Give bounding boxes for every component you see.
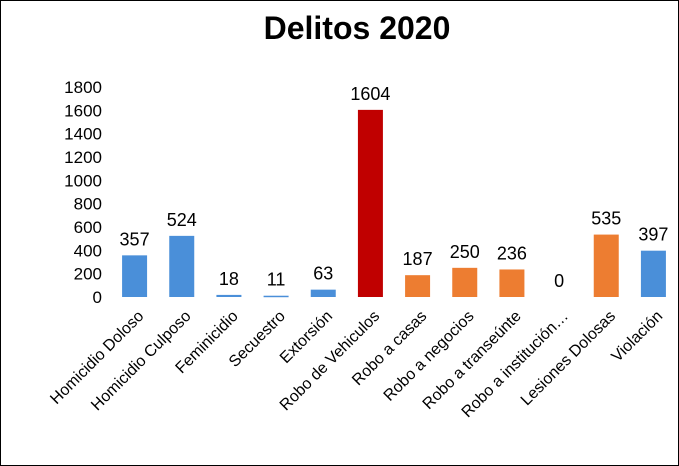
y-tick-label: 1200 bbox=[64, 148, 102, 167]
data-label: 250 bbox=[450, 242, 480, 262]
bar bbox=[216, 294, 242, 297]
bar bbox=[122, 255, 148, 297]
y-tick-label: 1400 bbox=[64, 125, 102, 144]
y-tick-label: 1000 bbox=[64, 171, 102, 190]
data-label: 1604 bbox=[350, 84, 390, 104]
data-label: 18 bbox=[219, 269, 239, 289]
chart-title: Delitos 2020 bbox=[264, 10, 451, 46]
bar bbox=[310, 289, 336, 297]
data-label: 524 bbox=[167, 210, 197, 230]
data-label: 236 bbox=[497, 243, 527, 263]
y-axis: 0 200 400 600 800 1000 1200 1400 1600 1800 bbox=[64, 78, 102, 307]
y-tick-label: 0 bbox=[93, 288, 102, 307]
data-label: 187 bbox=[403, 249, 433, 269]
y-tick-label: 600 bbox=[74, 218, 102, 237]
y-tick-label: 1600 bbox=[64, 101, 102, 120]
bar bbox=[357, 109, 383, 297]
y-tick-label: 200 bbox=[74, 265, 102, 284]
data-labels: 357 524 18 11 63 1604 187 250 236 0 535 397 bbox=[120, 84, 669, 291]
bar-series bbox=[122, 109, 666, 298]
bar bbox=[640, 250, 666, 297]
data-label: 397 bbox=[638, 225, 668, 245]
data-label: 63 bbox=[313, 264, 333, 284]
data-label: 0 bbox=[554, 271, 564, 291]
bar bbox=[169, 235, 195, 297]
y-tick-label: 400 bbox=[74, 241, 102, 260]
data-label: 357 bbox=[120, 229, 150, 249]
x-tick-label: Violación bbox=[609, 308, 667, 366]
y-tick-label: 1800 bbox=[64, 78, 102, 97]
bar bbox=[263, 295, 289, 298]
y-tick-label: 800 bbox=[74, 195, 102, 214]
data-label: 11 bbox=[267, 270, 286, 290]
data-label: 535 bbox=[591, 209, 621, 229]
bar bbox=[452, 267, 478, 297]
bar bbox=[499, 269, 525, 297]
bar bbox=[593, 234, 619, 297]
bar bbox=[405, 275, 431, 297]
